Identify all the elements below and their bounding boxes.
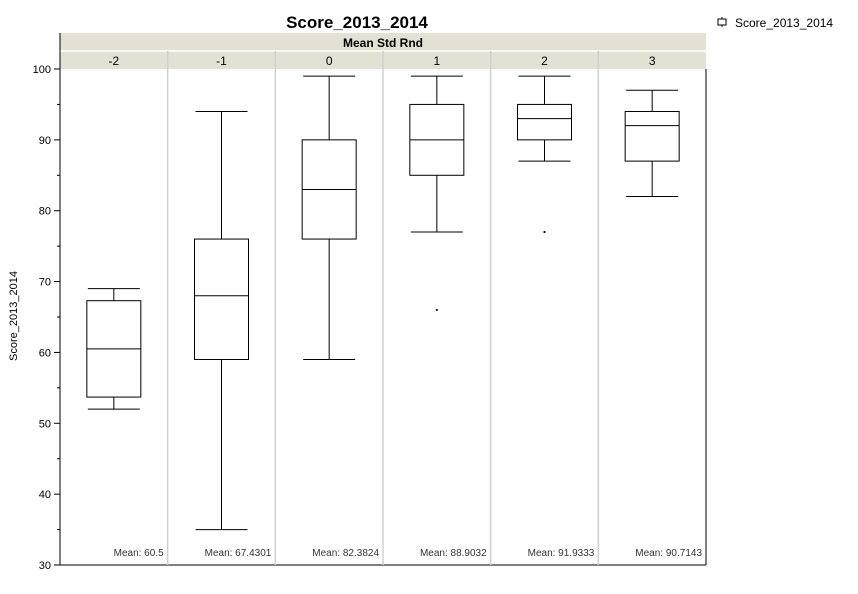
- outlier-point: [543, 230, 546, 234]
- iqr-box: [624, 111, 680, 162]
- y-tick-label: 100: [33, 64, 51, 76]
- chart-title: Score_2013_2014: [286, 13, 428, 32]
- y-tick-label: 40: [39, 489, 51, 501]
- y-tick-label: 80: [39, 206, 51, 218]
- mean-label: Mean: 88.9032: [420, 548, 487, 559]
- y-tick-label: 30: [39, 560, 51, 572]
- legend: Score_2013_2014: [717, 16, 833, 30]
- panel-header-title: Mean Std Rnd: [343, 36, 423, 50]
- mean-label: Mean: 90.7143: [635, 548, 702, 559]
- panel-category-label: 2: [541, 54, 548, 68]
- mean-label: Mean: 91.9333: [528, 548, 595, 559]
- y-tick-label: 60: [39, 347, 51, 359]
- mean-label: Mean: 67.4301: [205, 548, 272, 559]
- iqr-box: [517, 103, 572, 141]
- mean-label: Mean: 60.5: [114, 548, 164, 559]
- outlier-point: [435, 308, 438, 312]
- panel-category-label: 0: [326, 54, 333, 68]
- y-tick-label: 50: [39, 418, 51, 430]
- iqr-box: [194, 238, 249, 361]
- panel-category-label: 3: [649, 54, 656, 68]
- panel-category-label: -1: [216, 54, 227, 68]
- y-tick-label: 70: [39, 277, 51, 289]
- y-axis-label: Score_2013_2014: [8, 271, 20, 361]
- panel-category-label: -2: [108, 54, 119, 68]
- panel-category-label: 1: [433, 54, 440, 68]
- y-tick-label: 90: [39, 135, 51, 147]
- legend-box-icon: [717, 17, 727, 27]
- mean-label: Mean: 82.3824: [312, 548, 379, 559]
- legend-label: Score_2013_2014: [735, 16, 833, 30]
